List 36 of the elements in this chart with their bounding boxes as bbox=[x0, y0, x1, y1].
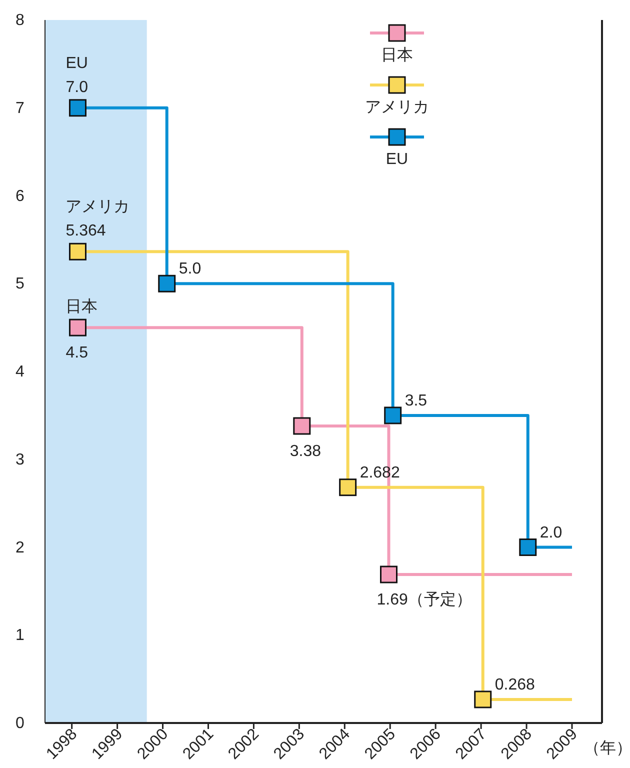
data-label: 1.69（予定） bbox=[376, 590, 472, 608]
point bbox=[384, 406, 402, 424]
text: EU bbox=[66, 54, 88, 72]
y-tick-label: 7 bbox=[16, 100, 25, 117]
y-tick-label: 0 bbox=[16, 715, 25, 732]
data-label: 5.364 bbox=[66, 222, 106, 240]
legend-label: アメリカ bbox=[365, 99, 429, 116]
data-label: 4.5 bbox=[66, 344, 88, 362]
point bbox=[339, 478, 357, 496]
data-label: 0.268 bbox=[494, 676, 536, 694]
point bbox=[68, 318, 86, 336]
legend-label: EU bbox=[386, 151, 408, 168]
point bbox=[293, 417, 311, 435]
point bbox=[158, 274, 176, 292]
data-label: 7.0 bbox=[66, 78, 88, 96]
y-tick-label: 3 bbox=[16, 451, 25, 468]
text: アメリカ bbox=[66, 198, 130, 216]
x-axis-title: （年） bbox=[584, 740, 630, 757]
data-label: 5.0 bbox=[178, 260, 202, 278]
data-label: 3.38 bbox=[290, 442, 322, 460]
point bbox=[380, 566, 398, 584]
data-label: 2.682 bbox=[360, 464, 400, 482]
y-tick-label: 5 bbox=[16, 276, 25, 293]
y-tick-label: 4 bbox=[16, 364, 25, 380]
legend-label: 日本 bbox=[381, 46, 413, 64]
point bbox=[68, 242, 86, 260]
point bbox=[474, 690, 492, 708]
point bbox=[68, 99, 86, 117]
y-tick-label: 8 bbox=[16, 12, 25, 29]
point bbox=[519, 538, 537, 556]
y-tick-label: 2 bbox=[16, 539, 25, 556]
y-tick-label: 6 bbox=[16, 188, 25, 205]
data-label: 2.0 bbox=[540, 524, 562, 542]
data-label: 3.5 bbox=[404, 392, 428, 410]
text: 日本 bbox=[66, 298, 98, 316]
y-tick-label: 1 bbox=[16, 627, 25, 644]
